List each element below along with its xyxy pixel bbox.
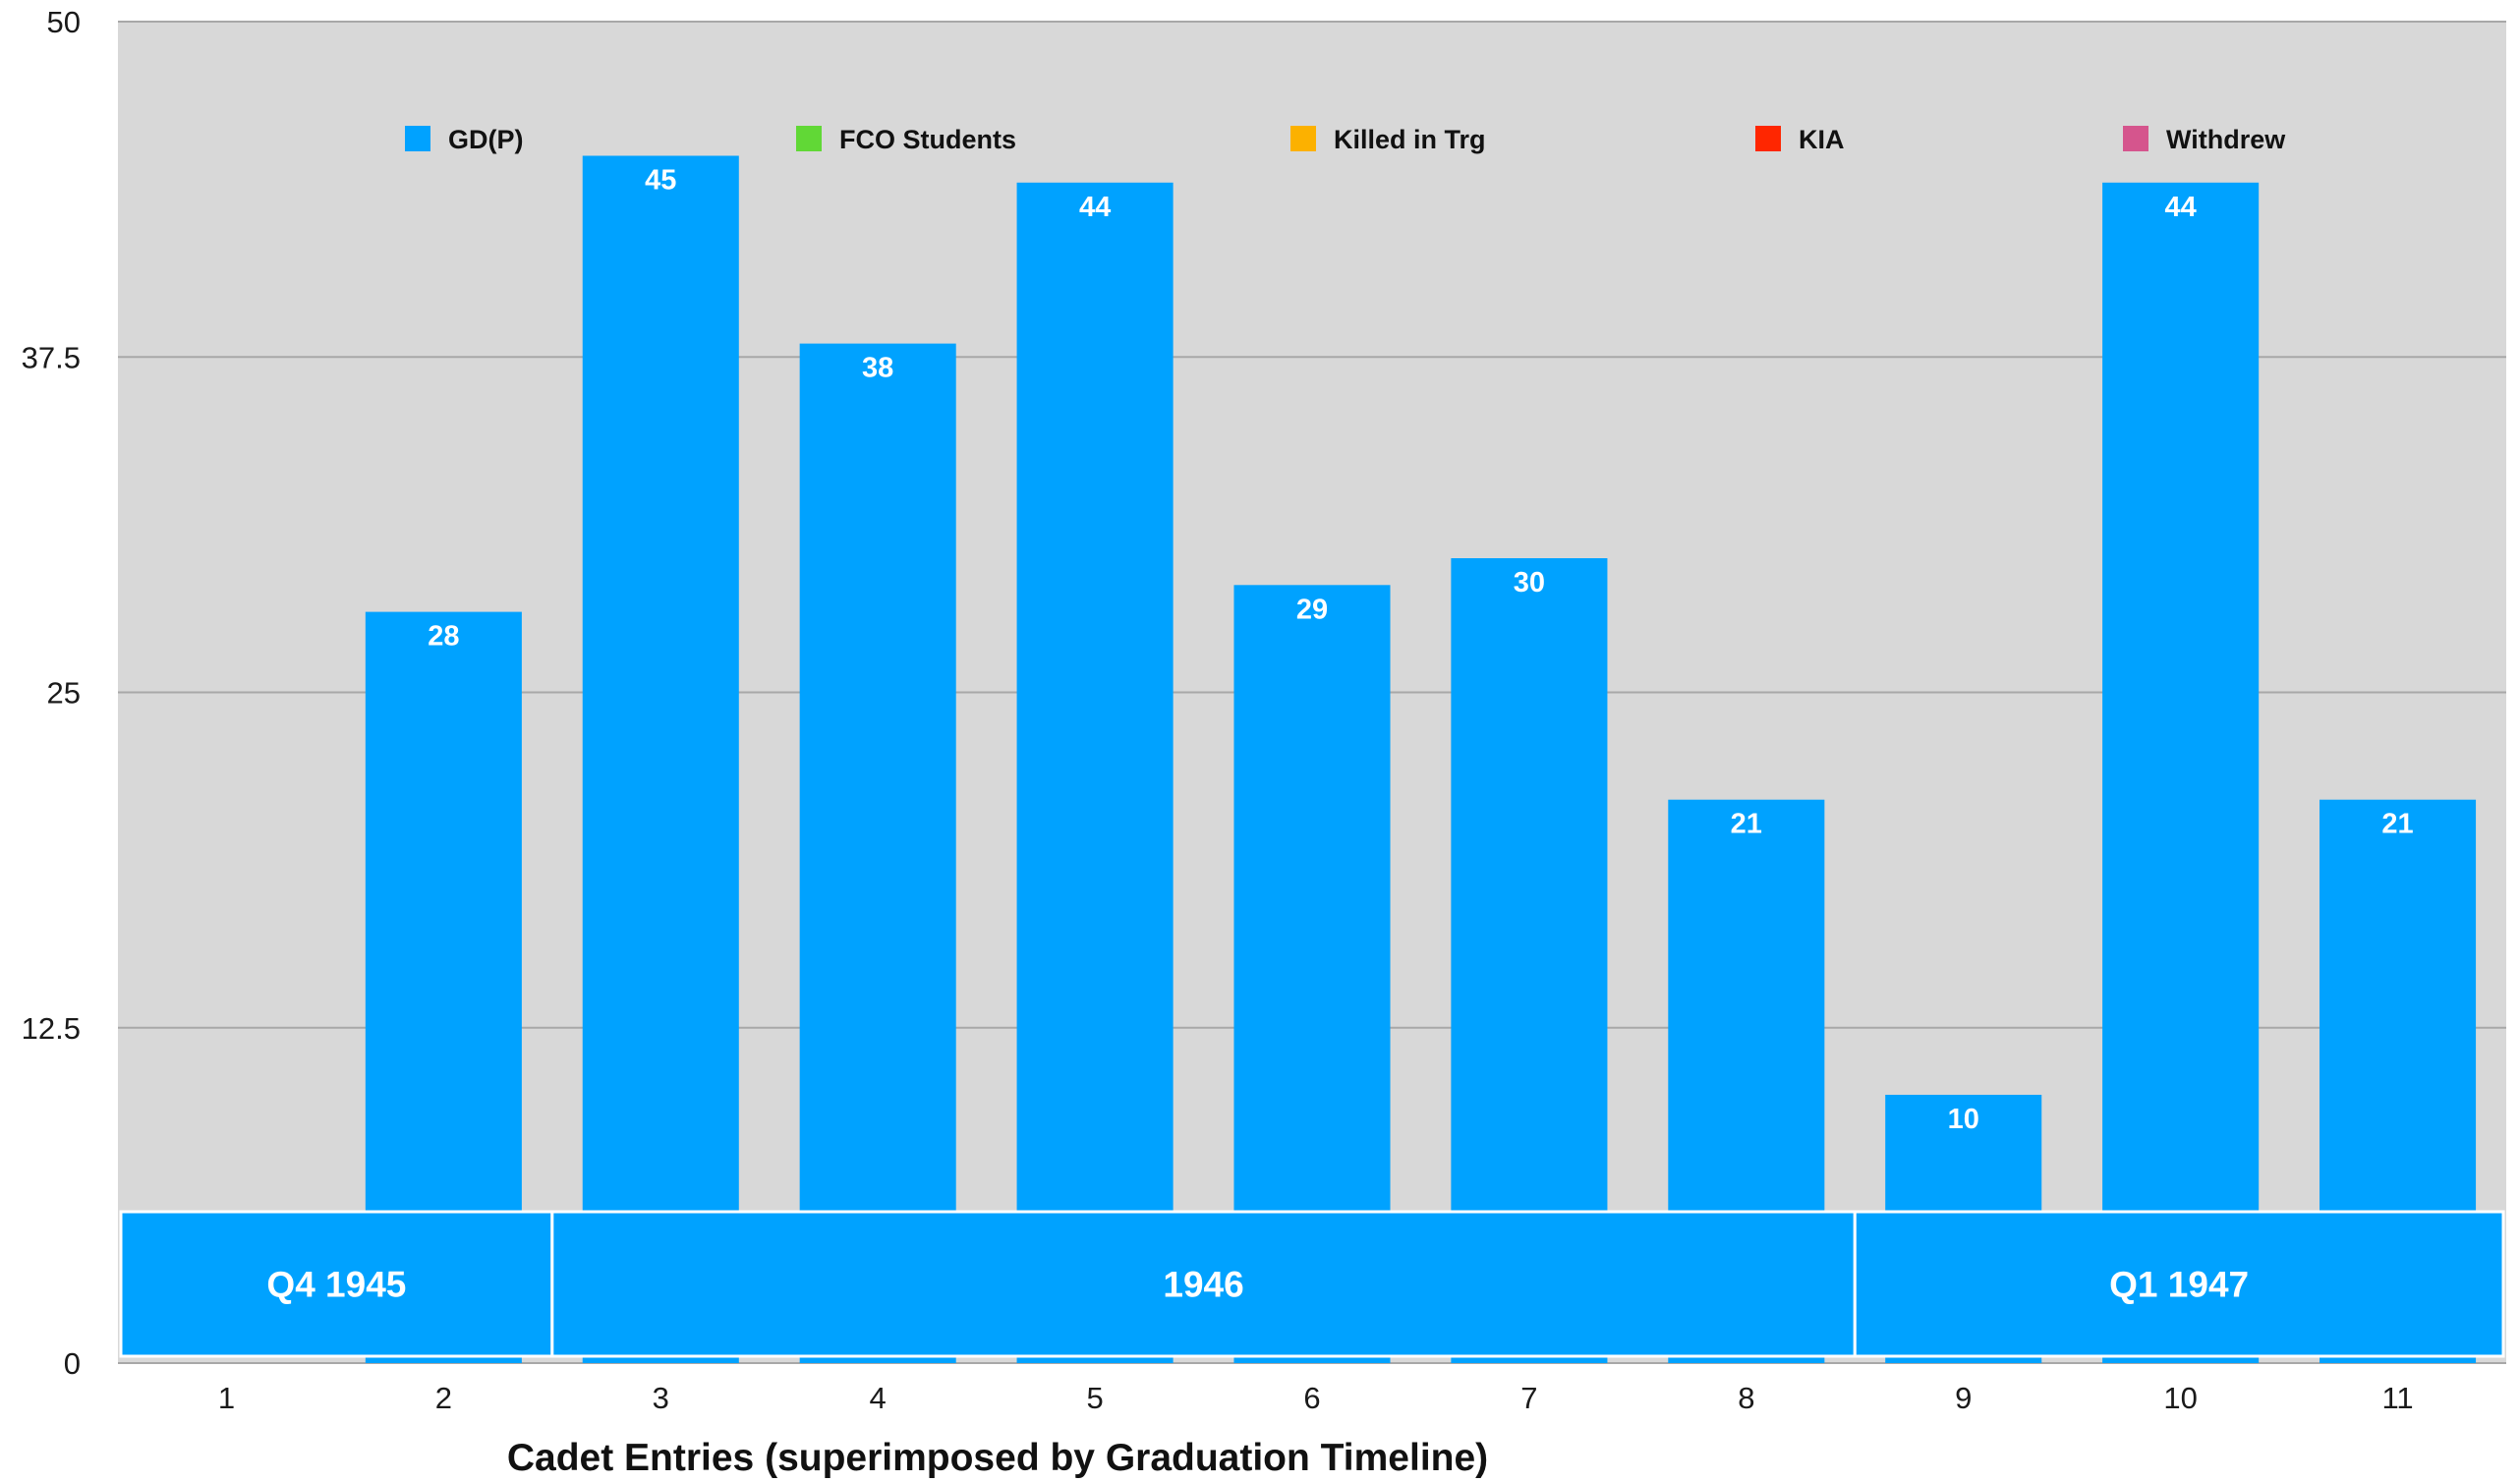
x-tick-label-9: 9 bbox=[1955, 1381, 1972, 1415]
legend-label-0: GD(P) bbox=[448, 125, 524, 154]
timeline-segment-1 bbox=[550, 1210, 1857, 1358]
y-tick-label-1: 12.5 bbox=[22, 1011, 81, 1046]
bar-label-2: 28 bbox=[428, 621, 459, 653]
timeline-label-1: 1946 bbox=[1163, 1265, 1243, 1305]
legend-swatch-4 bbox=[2123, 126, 2148, 151]
legend-swatch-2 bbox=[1290, 126, 1316, 151]
y-axis-ticks: 0 12.5 25 37.5 50 bbox=[22, 5, 81, 1381]
legend-item-3: KIA bbox=[1755, 125, 1845, 154]
legend-item-4: Withdrew bbox=[2123, 125, 2286, 154]
legend-label-2: Killed in Trg bbox=[1334, 125, 1486, 154]
bar-label-5: 44 bbox=[1079, 192, 1111, 223]
timeline-label-0: Q4 1945 bbox=[266, 1265, 406, 1305]
bar-label-10: 44 bbox=[2165, 192, 2197, 223]
bar-label-9: 10 bbox=[1948, 1104, 1979, 1135]
legend-label-4: Withdrew bbox=[2166, 125, 2286, 154]
x-tick-label-5: 5 bbox=[1086, 1381, 1103, 1415]
bar-label-4: 38 bbox=[862, 353, 893, 384]
legend: GD(P) FCO Students Killed in Trg KIA Withdre… bbox=[405, 125, 2286, 154]
x-tick-label-4: 4 bbox=[870, 1381, 887, 1415]
x-tick-label-10: 10 bbox=[2163, 1381, 2197, 1415]
x-tick-label-7: 7 bbox=[1520, 1381, 1537, 1415]
x-tick-label-2: 2 bbox=[435, 1381, 452, 1415]
legend-item-0: GD(P) bbox=[405, 125, 524, 154]
x-axis-ticks: 1 2 3 4 5 6 7 8 9 10 11 bbox=[218, 1381, 2414, 1415]
timeline-segment-0 bbox=[119, 1210, 554, 1358]
legend-item-1: FCO Students bbox=[796, 125, 1016, 154]
x-tick-label-1: 1 bbox=[218, 1381, 235, 1415]
bar-3 bbox=[582, 155, 739, 1363]
bar-4 bbox=[799, 343, 956, 1364]
y-tick-label-3: 37.5 bbox=[22, 340, 81, 374]
legend-item-2: Killed in Trg bbox=[1290, 125, 1486, 154]
y-tick-label-4: 50 bbox=[47, 5, 81, 39]
timeline-segment-2 bbox=[1853, 1210, 2505, 1358]
data-labels: 28 45 38 44 29 30 21 10 44 21 bbox=[428, 165, 2413, 1136]
legend-label-3: KIA bbox=[1799, 125, 1845, 154]
graduation-timeline: Q4 1945 1946 Q1 1947 bbox=[119, 1210, 2505, 1358]
x-tick-label-3: 3 bbox=[653, 1381, 669, 1415]
legend-swatch-3 bbox=[1755, 126, 1781, 151]
bar-label-3: 45 bbox=[645, 165, 676, 197]
bar-label-8: 21 bbox=[1731, 809, 1762, 840]
y-tick-label-2: 25 bbox=[47, 676, 81, 711]
legend-swatch-1 bbox=[796, 126, 822, 151]
bar-5 bbox=[1016, 182, 1174, 1363]
x-tick-label-6: 6 bbox=[1303, 1381, 1320, 1415]
timeline-label-2: Q1 1947 bbox=[2109, 1265, 2249, 1305]
bar-label-7: 30 bbox=[1514, 567, 1545, 598]
y-tick-label-0: 0 bbox=[64, 1346, 81, 1381]
legend-swatch-0 bbox=[405, 126, 430, 151]
legend-label-1: FCO Students bbox=[839, 125, 1016, 154]
bar-10 bbox=[2102, 182, 2260, 1363]
bar-label-6: 29 bbox=[1296, 594, 1328, 625]
x-axis-title: Cadet Entries (superimposed by Graduatio… bbox=[507, 1437, 1488, 1479]
x-tick-label-11: 11 bbox=[2381, 1381, 2413, 1415]
bar-label-11: 21 bbox=[2381, 809, 2413, 840]
x-tick-label-8: 8 bbox=[1738, 1381, 1754, 1415]
